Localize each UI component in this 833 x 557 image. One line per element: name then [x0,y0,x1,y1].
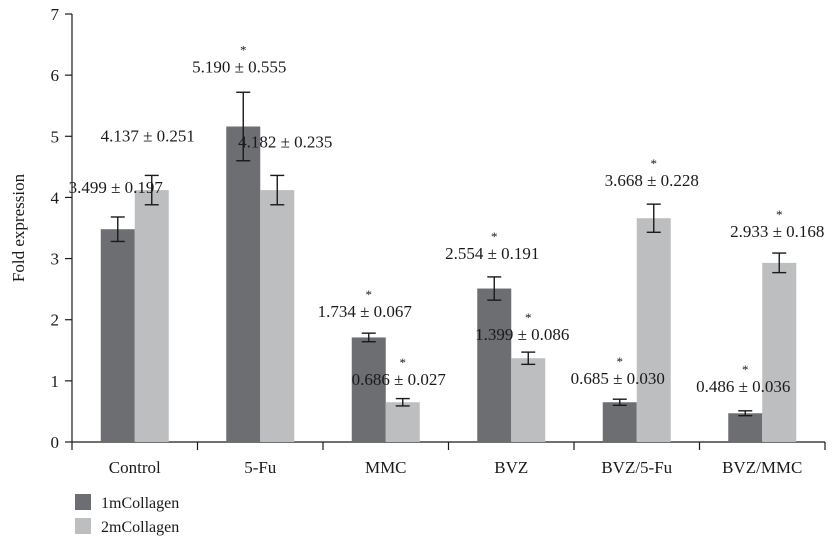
y-tick-label: 0 [51,433,60,452]
data-label: 1.399 ± 0.086 [475,325,569,344]
y-tick-label: 1 [51,372,60,391]
bars [100,126,797,442]
y-tick-label: 4 [51,188,60,207]
legend-swatch [75,494,91,510]
x-category-label: MMC [365,458,407,477]
x-category-label: BVZ/5-Fu [601,458,672,477]
legend-label: 1mCollagen [101,495,179,512]
error-bar [738,410,753,417]
data-label: 0.486 ± 0.036 [696,377,790,396]
error-bar [144,174,159,206]
legend-swatch [75,518,91,534]
y-tick-label: 7 [51,5,60,24]
x-category-label: Control [109,458,161,477]
bar-2mCollagen-5-Fu [260,190,295,442]
significance-marker: * [617,354,624,369]
bar-1mCollagen-BVZ [477,288,512,442]
bar-1mCollagen-5-Fu [226,126,261,442]
significance-marker: * [366,287,373,302]
bar-2mCollagen-BVZ/5-Fu [636,218,671,442]
error-bar [395,397,410,407]
bar-1mCollagen-BVZ/5-Fu [602,402,637,442]
bar-2mCollagen-MMC [385,402,420,442]
data-label: 3.499 ± 0.197 [69,178,164,197]
data-label: 0.686 ± 0.027 [352,370,447,389]
x-category-label: BVZ/MMC [722,458,802,477]
axes: 0 1 2 3 4 5 6 7 Control 5-Fu MMC BVZ BVZ/5-Fu BVZ/MMC… [9,5,826,477]
data-label: 4.137 ± 0.251 [101,126,195,145]
error-bar [361,332,376,343]
significance-marker: * [651,156,658,171]
x-category-label: BVZ [494,458,528,477]
bar-2mCollagen-Control [134,190,169,442]
y-axis-title: Fold expression [9,173,28,282]
data-label: 5.190 ± 0.555 [192,57,286,76]
significance-marker: * [491,229,498,244]
error-bar [772,252,787,274]
legend-label: 2mCollagen [101,519,179,536]
data-label: 4.182 ± 0.235 [238,132,332,151]
x-category-label: 5-Fu [244,458,277,477]
significance-marker: * [742,362,749,377]
significance-marker: * [776,207,783,222]
bar-1mCollagen-BVZ/MMC [728,413,763,442]
bar-1mCollagen-Control [100,229,135,442]
significance-marker: * [240,42,247,57]
data-label: 0.685 ± 0.030 [571,369,665,388]
error-bar [646,203,661,233]
data-label: 2.933 ± 0.168 [730,222,824,241]
legend: 1mCollagen 2mCollagen [75,494,179,536]
significance-marker: * [400,355,407,370]
bar-2mCollagen-BVZ/MMC [762,262,797,442]
error-bar [612,398,627,407]
error-bar [110,216,125,243]
significance-marker: * [525,310,532,325]
data-label: 1.734 ± 0.067 [318,302,413,321]
bar-2mCollagen-BVZ [511,358,546,442]
bar-1mCollagen-MMC [351,337,386,442]
error-bar [270,174,285,206]
error-bar [487,276,502,301]
error-bars [110,91,787,417]
error-bar [521,351,536,366]
y-tick-label: 5 [51,127,60,146]
y-tick-label: 3 [51,250,60,269]
y-tick-label: 2 [51,311,60,330]
error-bar [236,91,251,162]
y-tick-label: 6 [51,66,60,85]
data-label: 3.668 ± 0.228 [605,171,699,190]
data-label: 2.554 ± 0.191 [445,244,539,263]
